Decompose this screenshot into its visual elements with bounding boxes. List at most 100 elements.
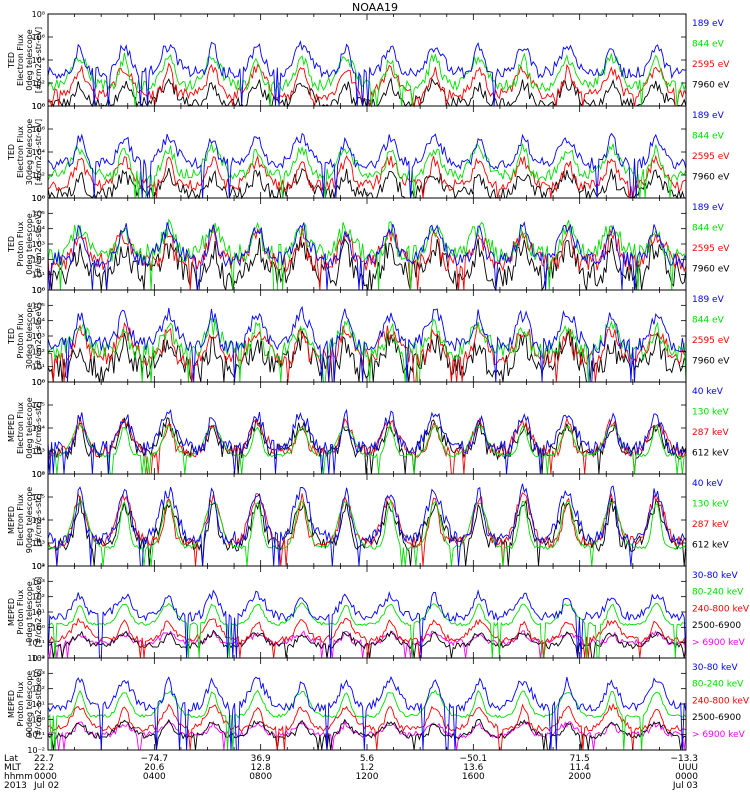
series-line-189-ev (47, 221, 687, 291)
panel-ylabel: MEPEDElectron Flux90deg telescope[#/cm2-… (7, 487, 43, 554)
y-tick-label: 10⁰ (32, 378, 45, 387)
x-lat-label: −74.7 (141, 754, 169, 764)
legend-entry: 2595 eV (692, 336, 730, 346)
y-tick-label: 10⁵ (32, 493, 45, 502)
legend-entry: 844 eV (692, 223, 725, 233)
y-tick-label: 10² (32, 470, 45, 479)
x-mlt-label: UUU (678, 763, 698, 773)
legend-entry: 7960 eV (692, 356, 730, 366)
y-tick-label: 10³ (32, 240, 45, 249)
y-tick-label: 10² (32, 255, 45, 264)
panel-frame (47, 289, 687, 383)
x-lat-label: −50.1 (460, 754, 488, 764)
legend-entry: > 6900 keV (692, 638, 746, 648)
y-tick-label: 10² (32, 347, 45, 356)
series-line-287-kev (47, 492, 687, 567)
y-tick-label: 10⁶ (32, 194, 45, 203)
panel-3: 10⁰ 10¹ 10² 10³ 10⁴ 10⁵ 10⁶ TEDProton Flux0deg … (7, 194, 730, 295)
series-line-189-ev (47, 39, 687, 107)
legend-entry: 844 eV (692, 315, 725, 325)
y-tick-label: 10⁵ (32, 209, 45, 218)
x-lat-label: 22.7 (34, 754, 54, 764)
x-lat-label: 5.6 (360, 754, 375, 764)
panel-ylabel: TEDElectron Flux0deg telescope[#/cm2-s-s… (7, 27, 43, 93)
series-line-130-kev (47, 499, 687, 567)
legend-entry: 80-240 keV (692, 588, 744, 598)
legend-entry: 240-800 keV (692, 604, 750, 614)
legend-entry: 844 eV (692, 39, 725, 49)
series-line-130-kev (47, 423, 687, 475)
x-time-label: 1200 (356, 772, 379, 782)
y-tick-label: 10⁰ (32, 286, 45, 295)
legend-entry: 844 eV (692, 131, 725, 141)
panel-6: 10² 10³ 10⁴ 10⁵ 10⁶ MEPEDElectron Flux90deg t… (7, 470, 729, 571)
legend-entry: 40 keV (692, 387, 724, 397)
x-date-label: Jul 03 (672, 781, 698, 791)
legend-entry: 130 keV (692, 499, 729, 509)
series-line-40-kev (47, 483, 687, 567)
y-tick-label: 10⁻² (27, 746, 45, 755)
series-line-189-ev (47, 305, 687, 383)
figure-title: NOAA19 (352, 1, 398, 14)
y-tick-label: 10¹ (32, 700, 45, 709)
x-time-label: 0800 (249, 772, 272, 782)
panel-ylabel: TEDProton Flux30deg telescope[#/cm2-s-st… (7, 303, 43, 370)
panel-4: 10⁰ 10¹ 10² 10³ 10⁴ 10⁵ 10⁶ TEDProton Flux30deg… (7, 286, 730, 387)
legend-entry: > 6900 keV (692, 730, 746, 740)
y-tick-label: 10³ (32, 539, 45, 548)
y-tick-label: 10⁻² (27, 654, 45, 663)
series-line-844-ev (47, 218, 687, 291)
y-tick-label: 10¹ (32, 608, 45, 617)
series-line-2595-ev (47, 225, 687, 291)
x-mlt-label: 11.4 (570, 763, 590, 773)
series-line-80-240-kev (47, 689, 687, 751)
panel-ylabel: MEPEDProton Flux0deg telescope[#/cm2-s-s… (7, 577, 43, 648)
legend-entry: 189 eV (692, 19, 725, 29)
x-row-label: hhmm (4, 772, 33, 782)
series-line-2500-6900 (47, 629, 687, 659)
legend-entry: 7960 eV (692, 172, 730, 182)
x-row-label: Lat (4, 754, 19, 764)
y-tick-label: 10⁴ (32, 516, 45, 525)
legend-entry: 2500-6900 (692, 713, 741, 723)
panel-8: 10⁻² 10⁻¹ 10⁰ 10¹ 10² 10³ 10⁴ MEPEDProton Flux9… (7, 654, 750, 755)
panel-ylabel: MEPEDProton Flux90deg telescope[#/cm2-s-… (7, 669, 43, 740)
x-mlt-label: 1.2 (360, 763, 374, 773)
y-tick-label: 10³ (32, 332, 45, 341)
panel-1: 10⁰ 10² 10⁴ 10⁶ 10⁸ TEDElectron Flux0deg tele… (7, 10, 730, 111)
series-line-844-ev (47, 317, 687, 383)
x-date-label: Jul 02 (33, 781, 59, 791)
y-tick-label: 10¹ (32, 271, 45, 280)
y-tick-label: 10⁶ (32, 125, 45, 134)
y-tick-label: 10⁵ (32, 301, 45, 310)
y-tick-label: 10⁻¹ (27, 639, 45, 648)
series-line-189-ev (47, 132, 687, 199)
x-time-label: 0400 (143, 772, 166, 782)
legend-entry: 2595 eV (692, 60, 730, 70)
legend-entry: 287 keV (692, 520, 729, 530)
y-tick-label: 10⁰ (32, 715, 45, 724)
x-mlt-label: 12.8 (251, 763, 271, 773)
y-tick-label: 10⁸ (32, 102, 45, 111)
y-tick-label: 10⁴ (32, 562, 45, 571)
y-tick-label: 10⁰ (32, 102, 45, 111)
panel-frame (47, 105, 687, 199)
y-tick-label: 10⁴ (32, 654, 45, 663)
y-tick-label: 10⁰ (32, 623, 45, 632)
panel-7: 10⁻² 10⁻¹ 10⁰ 10¹ 10² 10³ 10⁴ MEPEDProton Flux0… (7, 562, 750, 663)
series-line-7960-ev (47, 236, 687, 292)
legend-entry: 7960 eV (692, 80, 730, 90)
legend-entry: 30-80 keV (692, 663, 738, 673)
y-tick-label: 10³ (32, 577, 45, 586)
legend-entry: 189 eV (692, 295, 725, 305)
y-tick-label: 10⁴ (32, 225, 45, 234)
legend-entry: 2500-6900 (692, 621, 741, 631)
y-tick-label: 10⁶ (32, 470, 45, 479)
x-time-label: 2000 (568, 772, 591, 782)
x-lat-label: 36.9 (251, 754, 271, 764)
x-mlt-label: 22.2 (34, 763, 54, 773)
legend-entry: 2595 eV (692, 152, 730, 162)
y-tick-label: 10² (32, 593, 45, 602)
y-tick-label: 10² (32, 79, 45, 88)
